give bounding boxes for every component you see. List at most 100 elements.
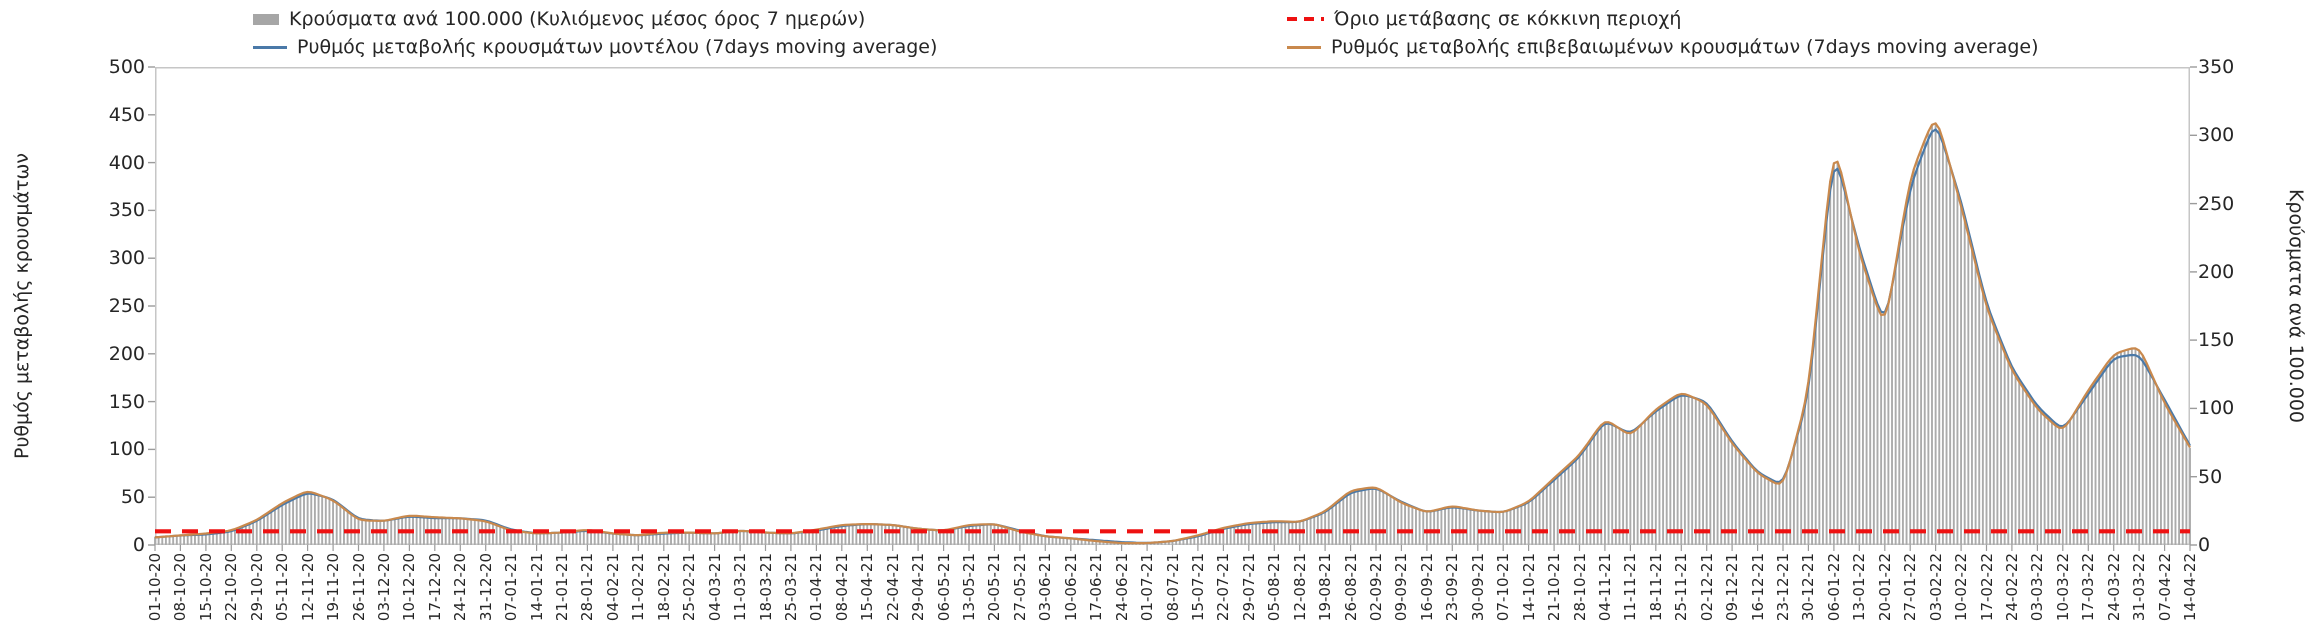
x-axis-tick-label: 12-11-20 [298,553,317,622]
x-axis-tick-label: 29-10-20 [247,553,266,622]
x-axis-tick-label: 03-06-21 [1036,553,1055,622]
x-axis-tick-label: 05-11-20 [273,553,292,622]
x-axis-tick-label: 28-01-21 [578,553,597,622]
x-axis-tick-label: 19-11-20 [324,553,343,622]
x-axis-tick-label: 15-07-21 [1188,553,1207,622]
x-axis-tick-label: 29-04-21 [909,553,928,622]
x-axis-tick-label: 22-07-21 [1214,553,1233,622]
plot-area [148,66,2197,551]
x-axis-tick-label: 29-07-21 [1239,553,1258,622]
x-axis-tick-label: 08-10-20 [171,553,190,622]
x-axis-tick-label: 17-02-22 [1977,553,1996,622]
x-axis-tick-label: 24-03-22 [2104,553,2123,622]
x-axis-tick-label: 07-10-21 [1494,553,1513,622]
left-axis-tick-label: 150 [108,390,145,413]
legend-label-cases-per-100k: Κρούσματα ανά 100.000 (Κυλιόμενος μέσος … [289,8,866,30]
right-axis-tick-label: 200 [2198,260,2235,283]
legend-item-red-threshold: Όριο μετάβασης σε κόκκινη περιοχή [1287,6,1681,32]
gray-bar-swatch-icon [253,13,279,25]
x-axis-tick-label: 24-02-22 [2002,553,2021,622]
x-axis-tick-label: 01-04-21 [807,553,826,622]
x-axis-tick-label: 18-11-21 [1646,553,1665,622]
x-axis-tick-label: 15-04-21 [858,553,877,622]
blue-line-swatch-icon [253,45,287,49]
x-axis-tick-label: 07-04-22 [2155,553,2174,622]
x-axis-tick-label: 21-01-21 [553,553,571,622]
legend-item-confirmed-rate: Ρυθμός μεταβολής επιβεβαιωμένων κρουσμάτ… [1287,34,2039,60]
left-axis-tick-label: 250 [108,295,145,317]
legend-label-red-threshold: Όριο μετάβασης σε κόκκινη περιοχή [1334,8,1682,30]
x-axis-tick-label: 01-07-21 [1138,553,1157,622]
left-axis-tick-label: 450 [108,103,145,126]
x-axis-tick-label: 04-02-21 [603,553,622,622]
x-axis-tick-label: 05-08-21 [1265,553,1284,622]
x-axis-tick-label: 17-03-22 [2079,553,2098,622]
x-axis-tick-label: 04-11-21 [1595,553,1614,622]
legend-label-model-rate: Ρυθμός μεταβολής κρουσμάτων μοντέλου (7d… [297,36,938,58]
right-axis-tick-label: 150 [2198,329,2235,352]
x-axis-tick-label: 20-01-22 [1875,553,1894,622]
right-axis-tick-label: 100 [2198,397,2235,420]
x-axis-tick-label: 10-12-20 [400,553,419,622]
x-axis-tick-label: 28-10-21 [1570,553,1589,622]
x-axis-tick-label: 04-03-21 [705,553,724,622]
x-axis-tick-label: 10-06-21 [1061,553,1080,622]
x-axis-tick-label: 09-09-21 [1392,553,1411,622]
left-axis-tick-label: 0 [132,534,145,556]
legend-item-cases-per-100k: Κρούσματα ανά 100.000 (Κυλιόμενος μέσος … [253,6,865,32]
x-axis-tick-label: 30-09-21 [1468,553,1487,622]
x-axis-tick-label: 25-11-21 [1672,553,1691,622]
orange-line-swatch-icon [1287,45,1321,49]
x-axis-tick-label: 26-11-20 [349,553,368,622]
x-axis-tick-label: 03-12-20 [374,553,393,622]
x-axis-tick-label: 27-01-22 [1901,553,1920,622]
x-axis-tick-label: 07-01-21 [502,553,521,622]
x-axis-tick-label: 08-07-21 [1163,553,1182,622]
x-axis-tick-label: 15-10-20 [196,553,215,622]
x-axis-tick-label: 25-02-21 [680,553,699,622]
x-axis-tick-label: 08-04-21 [832,553,851,622]
left-axis-tick-label: 100 [108,438,145,461]
x-axis-tick-label: 16-09-21 [1417,553,1436,622]
x-axis-tick-label: 24-12-20 [451,553,470,622]
x-axis-tick-label: 25-03-21 [781,553,800,622]
x-axis-tick-label: 31-12-20 [476,553,495,622]
x-axis-tick-label: 17-12-20 [425,553,444,622]
right-axis-tick-label: 250 [2198,192,2235,215]
x-axis-tick-label: 20-05-21 [985,553,1004,622]
x-axis-tick-label: 14-10-21 [1519,553,1538,622]
red-dashed-line-swatch-icon [1287,17,1324,21]
x-axis-tick-label: 14-01-21 [527,553,546,622]
x-axis-tick-label: 16-12-21 [1748,553,1767,622]
x-axis-tick-label: 06-01-22 [1824,553,1843,622]
right-axis-tick-label: 300 [2198,124,2235,147]
right-axis-tick-label: 350 [2198,56,2235,78]
right-axis-title: Κρούσματα ανά 100.000 [2285,188,2307,424]
x-axis-tick-label: 09-12-21 [1723,553,1742,622]
left-axis-tick-label: 350 [108,199,145,222]
x-axis-tick-label: 27-05-21 [1010,553,1029,622]
left-axis-tick-label: 50 [120,486,145,509]
x-axis-tick-label: 03-03-22 [2028,553,2047,622]
x-axis-tick-label: 19-08-21 [1316,553,1335,622]
x-axis-tick-label: 02-09-21 [1367,553,1385,622]
x-axis-tick-label: 06-05-21 [934,553,953,622]
x-axis-tick-label: 23-09-21 [1443,553,1462,622]
x-axis-tick-label: 10-02-22 [1952,553,1971,622]
x-axis-tick-label: 12-08-21 [1290,553,1309,622]
x-axis-tick-label: 23-12-21 [1774,553,1792,622]
x-axis-tick-label: 14-04-22 [2181,553,2199,622]
left-axis-tick-label: 400 [108,151,145,174]
x-axis-tick-label: 22-10-20 [222,553,241,622]
x-axis-tick-label: 30-12-21 [1799,553,1818,622]
right-axis-tick-label: 50 [2198,465,2223,488]
x-axis-tick-label: 31-03-22 [2130,553,2149,622]
right-axis-tick-label: 0 [2198,534,2211,556]
x-axis-tick-label: 18-03-21 [756,553,775,622]
x-axis-tick-label: 24-06-21 [1112,553,1131,622]
left-axis-title: Ρυθμός μεταβολής κρουσμάτων [11,152,33,460]
x-axis-tick-label: 26-08-21 [1341,553,1360,622]
x-axis-tick-label: 13-05-21 [960,553,978,622]
x-axis-tick-label: 03-02-22 [1926,553,1945,622]
